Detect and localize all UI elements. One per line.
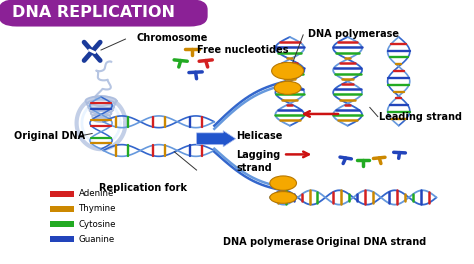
Ellipse shape [274, 81, 301, 95]
Text: Adenine: Adenine [79, 189, 114, 198]
Text: Cytosine: Cytosine [79, 220, 116, 229]
Text: strand: strand [237, 163, 272, 173]
Text: Original DNA strand: Original DNA strand [317, 237, 427, 247]
FancyBboxPatch shape [50, 191, 74, 197]
FancyArrow shape [197, 131, 236, 147]
Ellipse shape [270, 176, 297, 190]
Text: Leading strand: Leading strand [379, 112, 462, 121]
Text: DNA polymerase: DNA polymerase [308, 29, 399, 39]
Text: DNA polymerase: DNA polymerase [223, 237, 314, 247]
Text: DNA REPLICATION: DNA REPLICATION [12, 6, 175, 21]
Text: Free nucleotides: Free nucleotides [197, 45, 288, 55]
FancyBboxPatch shape [50, 206, 74, 212]
Ellipse shape [272, 62, 304, 79]
Ellipse shape [270, 192, 297, 203]
Text: Original DNA: Original DNA [14, 131, 85, 141]
FancyBboxPatch shape [50, 221, 74, 227]
Text: Chromosome: Chromosome [137, 33, 208, 43]
FancyBboxPatch shape [0, 0, 208, 27]
Text: Replication fork: Replication fork [99, 183, 187, 193]
Text: Lagging: Lagging [237, 150, 281, 160]
Text: Helicase: Helicase [237, 131, 283, 141]
Text: Thymine: Thymine [79, 204, 116, 213]
FancyBboxPatch shape [50, 236, 74, 242]
Text: Guanine: Guanine [79, 235, 115, 244]
